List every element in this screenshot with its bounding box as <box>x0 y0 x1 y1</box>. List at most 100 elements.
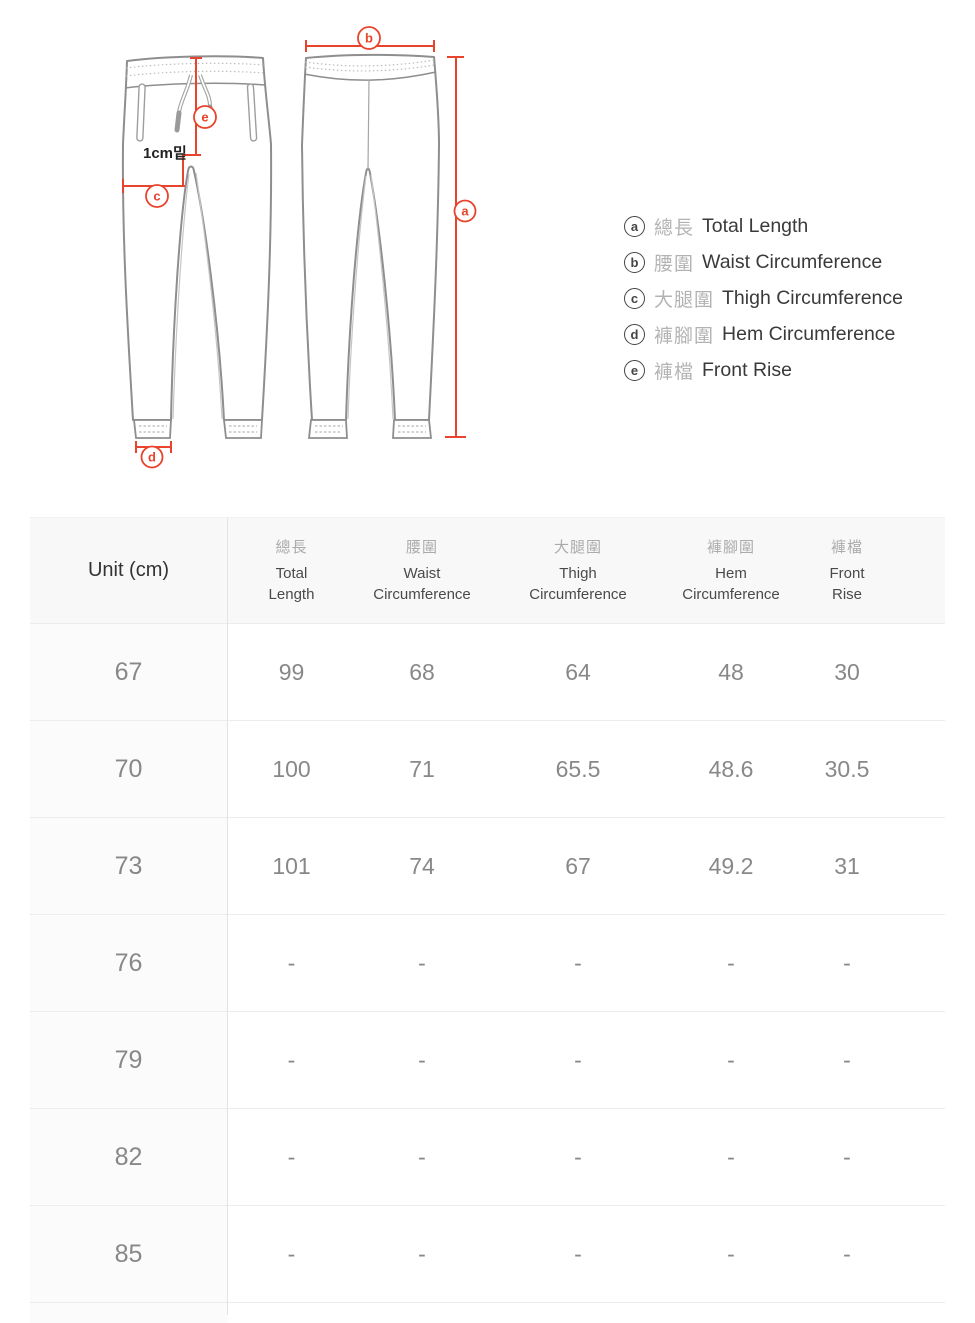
back-center-seam <box>367 79 370 170</box>
next-section-peek <box>30 1303 945 1323</box>
value-cell: - <box>287 949 296 976</box>
value-cell: - <box>418 1240 426 1267</box>
header-thigh: 大腿圍 Thigh Circumference <box>529 539 627 603</box>
table-row: 73 101 74 67 49.2 31 <box>30 818 945 915</box>
table-row: 79 - - - - - <box>30 1012 945 1109</box>
value-cell: 48.6 <box>708 755 754 782</box>
svg-text:e: e <box>201 110 208 125</box>
table-row: 70 100 71 65.5 48.6 30.5 <box>30 721 945 818</box>
size-cell: 67 <box>30 624 227 720</box>
value-cell: - <box>843 1143 851 1170</box>
legend-a-badge: a <box>624 215 645 237</box>
legend-item-total-length: a 總長 Total Length <box>624 208 903 244</box>
label-c-badge: c <box>145 184 169 208</box>
value-cell: 30 <box>834 658 860 685</box>
legend-label-zh: 褲腳圍 <box>654 325 715 347</box>
legend-b-badge: b <box>624 251 645 273</box>
value-cell: - <box>418 1046 426 1073</box>
value-cell: - <box>418 949 426 976</box>
pocket-left <box>136 83 146 142</box>
value-cell: 67 <box>565 852 591 879</box>
table-row: 82 - - - - - <box>30 1109 945 1206</box>
legend-item-thigh: c 大腿圍 Thigh Circumference <box>624 280 903 316</box>
value-cell: - <box>287 1143 296 1170</box>
table-row: 76 - - - - - <box>30 915 945 1012</box>
legend-label-en: Hem Circumference <box>722 322 896 345</box>
legend-label-en: Thigh Circumference <box>722 286 903 309</box>
size-cell: 85 <box>30 1206 227 1302</box>
value-cell: 31 <box>834 852 860 879</box>
legend-item-waist: b 腰圍 Waist Circumference <box>624 244 903 280</box>
table-row: 85 - - - - - <box>30 1206 945 1303</box>
value-cell: 65.5 <box>555 755 601 782</box>
legend-label-zh: 大腿圍 <box>654 289 715 311</box>
table-header-row: Unit (cm) 總長 Total Length 腰圍 Waist Circu… <box>30 518 945 624</box>
value-cell: - <box>574 1240 582 1267</box>
value-cell: - <box>727 949 735 976</box>
legend-e-badge: e <box>624 359 645 381</box>
legend-label-en: Waist Circumference <box>702 250 883 273</box>
value-cell: - <box>574 1046 582 1073</box>
legend-d-badge: d <box>624 323 645 345</box>
label-a-badge: a <box>453 199 477 223</box>
value-cell: - <box>843 1240 851 1267</box>
svg-text:b: b <box>365 31 373 46</box>
value-cell: 68 <box>409 658 435 685</box>
legend-label-zh: 褲檔 <box>654 361 695 383</box>
value-cell: - <box>287 1046 296 1073</box>
legend-label-zh: 腰圍 <box>654 253 695 275</box>
size-cell: 79 <box>30 1012 227 1108</box>
value-cell: 71 <box>409 755 435 782</box>
value-cell: - <box>287 1240 296 1267</box>
table-row: 67 99 68 64 48 30 <box>30 624 945 721</box>
value-cell: - <box>574 949 582 976</box>
value-cell: 48 <box>718 658 744 685</box>
pants-measurement-diagram: b a e c d 1cm밑 <box>121 26 477 469</box>
svg-text:c: c <box>153 189 160 204</box>
size-cell: 82 <box>30 1109 227 1205</box>
value-cell: 74 <box>409 852 435 879</box>
unit-header-label: Unit (cm) <box>87 559 170 581</box>
back-cuffs <box>307 419 433 439</box>
value-cell: 64 <box>565 658 591 685</box>
legend-c-badge: c <box>624 287 645 309</box>
legend-label-zh: 總長 <box>654 217 695 239</box>
value-cell: 101 <box>272 852 311 879</box>
size-cell: 70 <box>30 721 227 817</box>
size-table: Unit (cm) 總長 Total Length 腰圍 Waist Circu… <box>30 517 945 1323</box>
header-total-length: 總長 Total Length <box>268 539 315 603</box>
legend-label-en: Front Rise <box>702 358 792 381</box>
value-cell: - <box>418 1143 426 1170</box>
header-waist: 腰圍 Waist Circumference <box>373 539 471 603</box>
value-cell: - <box>727 1143 735 1170</box>
value-cell: - <box>843 949 851 976</box>
legend-item-hem: d 褲腳圍 Hem Circumference <box>624 316 903 352</box>
value-cell: - <box>843 1046 851 1073</box>
header-front-rise: 褲檔 Front Rise <box>829 539 865 603</box>
thigh-note: 1cm밑 <box>143 144 187 162</box>
unit-header-cell: Unit (cm) <box>30 518 227 623</box>
value-cell: - <box>574 1143 582 1170</box>
svg-text:a: a <box>461 204 469 219</box>
header-hem: 褲腳圍 Hem Circumference <box>682 539 780 603</box>
size-cell: 76 <box>30 915 227 1011</box>
label-d-badge: d <box>140 445 164 469</box>
measurement-legend: a 總長 Total Length b 腰圍 Waist Circumferen… <box>624 208 903 388</box>
legend-label-en: Total Length <box>702 214 809 237</box>
size-cell: 73 <box>30 818 227 914</box>
value-cell: 100 <box>272 755 311 782</box>
label-e-badge: e <box>193 105 217 129</box>
front-cuffs <box>132 419 263 439</box>
column-divider <box>227 518 228 1315</box>
value-cell: 30.5 <box>824 755 870 782</box>
value-cell: 49.2 <box>708 852 754 879</box>
pocket-right <box>246 83 258 142</box>
value-cell: 99 <box>278 658 305 685</box>
pants-back-view <box>301 53 440 439</box>
value-cell: - <box>727 1240 735 1267</box>
label-badges: b a e c d <box>140 26 477 469</box>
legend-item-front-rise: e 褲檔 Front Rise <box>624 352 903 388</box>
value-cell: - <box>727 1046 735 1073</box>
label-b-badge: b <box>357 26 381 50</box>
svg-text:d: d <box>148 450 156 465</box>
